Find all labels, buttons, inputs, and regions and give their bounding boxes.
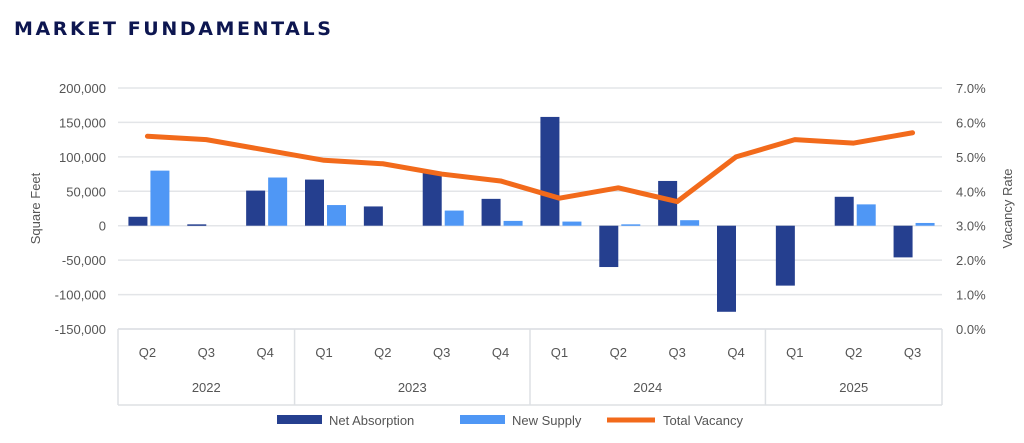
y2-tick-label: 2.0% bbox=[956, 253, 986, 268]
y-tick-label: -150,000 bbox=[55, 322, 106, 337]
y-tick-label: 100,000 bbox=[59, 150, 106, 165]
quarter-label: Q1 bbox=[551, 345, 568, 360]
bar-net-absorption bbox=[305, 179, 324, 226]
y-tick-label: -50,000 bbox=[62, 253, 106, 268]
bar-net-absorption bbox=[363, 206, 383, 226]
bar-new-supply bbox=[444, 210, 464, 226]
quarter-label: Q2 bbox=[845, 345, 862, 360]
y2-tick-label: 3.0% bbox=[956, 219, 986, 234]
quarter-label: Q3 bbox=[904, 345, 921, 360]
bar-new-supply bbox=[268, 177, 288, 226]
quarter-label: Q4 bbox=[256, 345, 273, 360]
bar-new-supply bbox=[562, 221, 582, 226]
chart-title: MARKET FUNDAMENTALS bbox=[14, 18, 334, 40]
quarter-label: Q2 bbox=[374, 345, 391, 360]
quarter-label: Q2 bbox=[139, 345, 156, 360]
legend-label: Net Absorption bbox=[329, 413, 414, 428]
y2-tick-label: 1.0% bbox=[956, 288, 986, 303]
y-tick-label: 50,000 bbox=[66, 184, 106, 199]
bar-new-supply bbox=[621, 224, 641, 226]
bar-net-absorption bbox=[717, 225, 736, 312]
bar-net-absorption bbox=[599, 225, 619, 268]
bar-new-supply bbox=[680, 220, 700, 226]
y-tick-label: 150,000 bbox=[59, 115, 106, 130]
year-label: 2024 bbox=[633, 380, 662, 395]
bar-net-absorption bbox=[422, 172, 442, 226]
line-total-vacancy bbox=[144, 130, 916, 205]
bar-net-absorption bbox=[540, 116, 560, 226]
bar-new-supply bbox=[856, 204, 876, 226]
bar-net-absorption bbox=[658, 180, 678, 226]
bar-net-absorption bbox=[834, 196, 854, 226]
y-tick-label: 0 bbox=[99, 219, 106, 234]
y-tick-label: -100,000 bbox=[55, 288, 106, 303]
bar-new-supply bbox=[327, 205, 346, 226]
quarter-label: Q1 bbox=[315, 345, 332, 360]
y-tick-label: 200,000 bbox=[59, 81, 106, 96]
bar-net-absorption bbox=[775, 225, 795, 286]
bar-net-absorption bbox=[187, 224, 207, 226]
legend-label: New Supply bbox=[512, 413, 582, 428]
quarter-label: Q3 bbox=[198, 345, 215, 360]
quarter-label: Q2 bbox=[610, 345, 627, 360]
bar-new-supply bbox=[150, 170, 170, 226]
bar-net-absorption bbox=[481, 198, 501, 226]
quarter-label: Q4 bbox=[492, 345, 509, 360]
quarter-label: Q3 bbox=[668, 345, 685, 360]
quarter-label: Q3 bbox=[433, 345, 450, 360]
bar-net-absorption bbox=[893, 225, 913, 258]
y2-tick-label: 6.0% bbox=[956, 115, 986, 130]
y2-tick-label: 4.0% bbox=[956, 184, 986, 199]
y2-tick-label: 0.0% bbox=[956, 322, 986, 337]
quarter-label: Q4 bbox=[727, 345, 744, 360]
y2-axis-label: Vacancy Rate bbox=[1000, 169, 1015, 249]
y2-tick-label: 7.0% bbox=[956, 81, 986, 96]
year-label: 2022 bbox=[192, 380, 221, 395]
legend-label: Total Vacancy bbox=[663, 413, 743, 428]
legend-swatch bbox=[460, 415, 505, 424]
bar-net-absorption bbox=[128, 216, 148, 226]
bar-net-absorption bbox=[246, 190, 266, 226]
y-axis-label: Square Feet bbox=[28, 172, 43, 244]
year-label: 2025 bbox=[839, 380, 868, 395]
y2-tick-label: 5.0% bbox=[956, 150, 986, 165]
bar-new-supply bbox=[915, 222, 935, 226]
year-label: 2023 bbox=[398, 380, 427, 395]
quarter-label: Q1 bbox=[786, 345, 803, 360]
legend-swatch bbox=[277, 415, 322, 424]
bar-new-supply bbox=[503, 220, 523, 226]
